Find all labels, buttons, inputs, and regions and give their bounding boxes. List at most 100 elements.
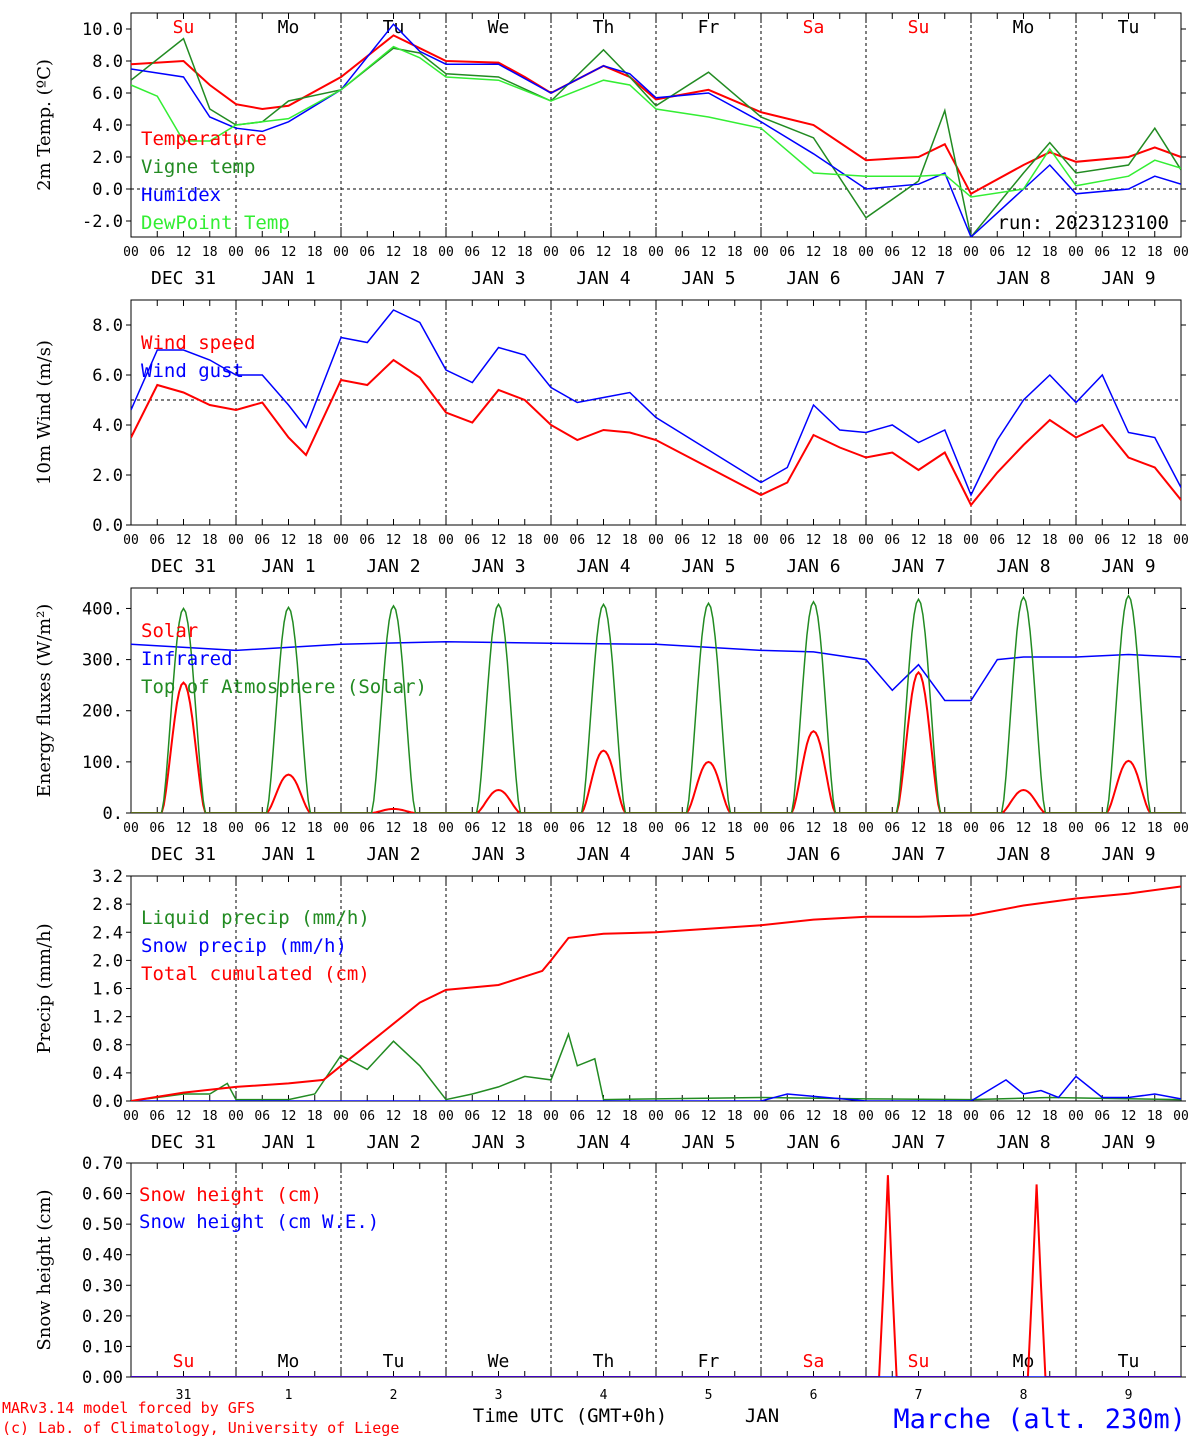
date-label: JAN 4 <box>576 844 630 865</box>
hour-tick-label: 00 <box>1173 821 1189 836</box>
hour-tick-label: 00 <box>333 821 349 836</box>
hour-tick-label: 18 <box>307 533 323 548</box>
y-tick-label: 0.60 <box>82 1185 123 1205</box>
series-line-vigne-temp <box>131 37 1181 237</box>
y-axis-label: 10m Wind (m/s) <box>34 340 55 485</box>
weekday-label: Su <box>173 1351 195 1372</box>
hour-tick-label: 00 <box>333 245 349 260</box>
hour-tick-label: 00 <box>333 1109 349 1124</box>
y-tick-label: 0.20 <box>82 1307 123 1327</box>
hour-tick-label: 06 <box>464 1109 480 1124</box>
date-label: JAN 5 <box>681 556 735 577</box>
hour-tick-label: 12 <box>281 821 297 836</box>
hour-tick-label: 06 <box>464 821 480 836</box>
hour-tick-label: 18 <box>202 533 218 548</box>
hour-tick-label: 18 <box>202 821 218 836</box>
y-tick-label: 0.70 <box>82 1154 123 1174</box>
hour-tick-label: 06 <box>359 245 375 260</box>
hour-tick-label: 12 <box>386 1109 402 1124</box>
day-number-label: 7 <box>915 1388 923 1403</box>
y-tick-label: 0.0 <box>92 1092 123 1112</box>
hour-tick-label: 18 <box>937 1109 953 1124</box>
hour-tick-label: 12 <box>806 1109 822 1124</box>
hour-tick-label: 18 <box>307 1109 323 1124</box>
hour-tick-label: 00 <box>753 533 769 548</box>
hour-tick-label: 18 <box>937 245 953 260</box>
day-number-label: 9 <box>1125 1388 1133 1403</box>
hour-tick-label: 00 <box>123 821 139 836</box>
y-tick-label: 8.0 <box>92 52 123 72</box>
series-line-snow-precip-mm-h- <box>131 1075 1181 1101</box>
hour-tick-label: 18 <box>727 533 743 548</box>
hour-tick-label: 00 <box>123 1109 139 1124</box>
hour-tick-label: 00 <box>858 533 874 548</box>
series-group <box>131 885 1181 1101</box>
hour-tick-label: 12 <box>596 821 612 836</box>
weekday-label: Tu <box>1118 17 1140 38</box>
panel-temperature: -2.0 0.0 2.0 4.0 6.0 8.0 10.0 2m Temp. (ºC) 00 06… <box>34 12 1189 289</box>
date-label: JAN 9 <box>1101 1132 1155 1153</box>
y-tick-label: 100. <box>82 753 123 773</box>
hour-tick-label: 18 <box>1042 245 1058 260</box>
y-tick-label: 2.0 <box>92 466 123 486</box>
hour-tick-label: 06 <box>149 245 165 260</box>
legend-entry: Humidex <box>141 184 221 206</box>
hour-tick-label: 12 <box>911 1109 927 1124</box>
hour-tick-label: 18 <box>727 1109 743 1124</box>
y-tick-label: 0.30 <box>82 1276 123 1296</box>
hour-tick-label: 12 <box>386 821 402 836</box>
y-tick-label: 0.4 <box>92 1064 123 1084</box>
hour-tick-label: 18 <box>307 245 323 260</box>
hour-tick-label: 00 <box>648 533 664 548</box>
y-tick-label: -2.0 <box>82 212 123 232</box>
y-tick-label: 0.00 <box>82 1368 123 1388</box>
y-tick-label: 4.0 <box>92 116 123 136</box>
date-label: JAN 3 <box>471 268 525 289</box>
date-label: DEC 31 <box>151 556 216 577</box>
weekday-label: Tu <box>383 17 405 38</box>
legend-entry: Top of Atmosphere (Solar) <box>141 676 427 698</box>
hour-tick-label: 00 <box>753 821 769 836</box>
credit-line-2: (c) Lab. of Climatology, University of L… <box>2 1419 399 1437</box>
legend-entry: Snow height (cm) <box>139 1184 322 1206</box>
hour-tick-label: 00 <box>543 245 559 260</box>
weekday-label: Mo <box>1013 1351 1035 1372</box>
legend-entry: Infrared <box>141 648 233 670</box>
date-label: JAN 5 <box>681 844 735 865</box>
weekday-label: Su <box>908 1351 930 1372</box>
hour-tick-label: 00 <box>543 533 559 548</box>
date-label: JAN 8 <box>996 844 1050 865</box>
y-tick-label: 2.8 <box>92 895 123 915</box>
date-label: JAN 7 <box>891 556 945 577</box>
y-tick-label: 300. <box>82 651 123 671</box>
weekday-label: Sa <box>803 1351 825 1372</box>
y-tick-label: 0.8 <box>92 1036 123 1056</box>
hour-tick-label: 18 <box>622 1109 638 1124</box>
y-tick-label: 3.2 <box>92 867 123 887</box>
series-line-wind-gust <box>131 309 1181 497</box>
hour-tick-label: 18 <box>622 245 638 260</box>
hour-tick-label: 06 <box>779 245 795 260</box>
hour-tick-label: 12 <box>176 1109 192 1124</box>
date-label: JAN 1 <box>261 844 315 865</box>
day-number-label: 1 <box>285 1388 293 1403</box>
date-label: JAN 3 <box>471 1132 525 1153</box>
hour-tick-label: 18 <box>622 821 638 836</box>
day-number-label: 3 <box>495 1388 503 1403</box>
hour-tick-label: 00 <box>1068 1109 1084 1124</box>
hour-tick-label: 00 <box>228 533 244 548</box>
hour-tick-label: 18 <box>202 1109 218 1124</box>
hour-tick-label: 00 <box>858 1109 874 1124</box>
y-tick-label: 8.0 <box>92 316 123 336</box>
hour-tick-label: 06 <box>254 821 270 836</box>
hour-tick-label: 06 <box>884 533 900 548</box>
panel-wind: 0.0 2.0 4.0 6.0 8.0 10m Wind (m/s) 00 06 12 18 00 0… <box>34 299 1189 577</box>
legend-entry: Temperature <box>141 128 267 150</box>
hour-tick-label: 00 <box>963 245 979 260</box>
hour-tick-label: 06 <box>569 533 585 548</box>
hour-tick-label: 18 <box>517 821 533 836</box>
date-label: JAN 5 <box>681 268 735 289</box>
date-label: JAN 4 <box>576 1132 630 1153</box>
day-number-label: 2 <box>390 1388 398 1403</box>
hour-tick-label: 06 <box>1094 533 1110 548</box>
